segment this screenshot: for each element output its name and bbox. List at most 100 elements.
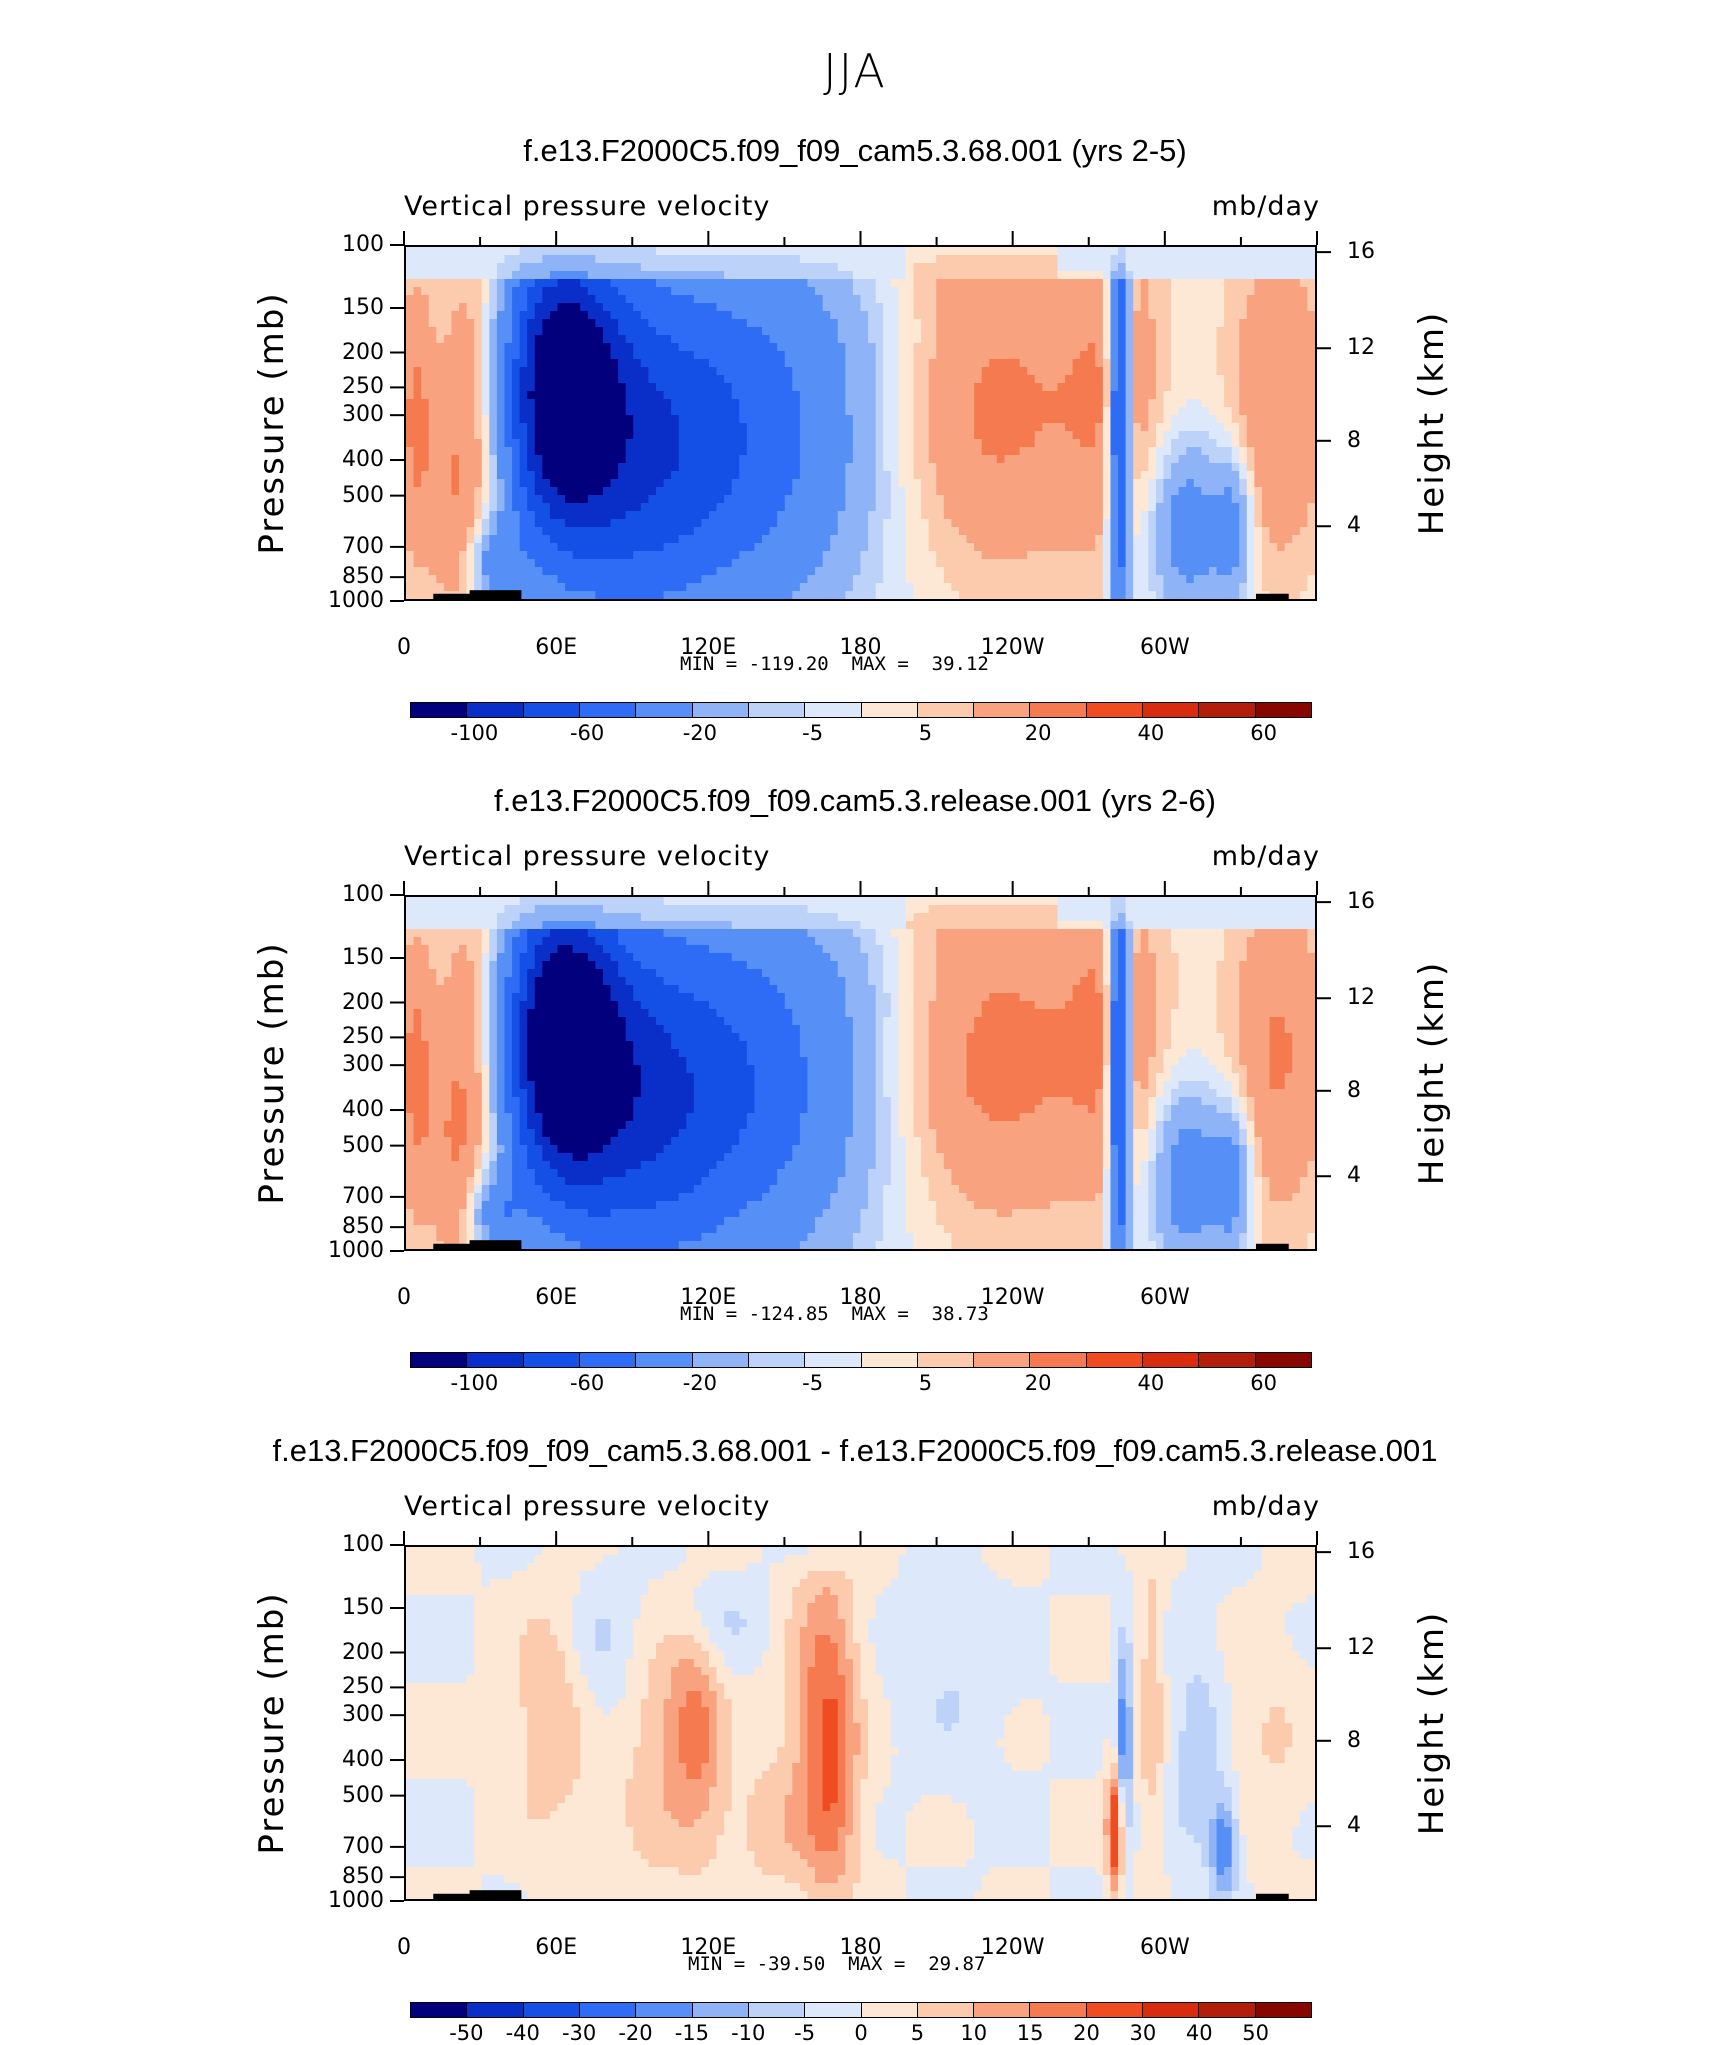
heatmap-cell [716, 559, 725, 568]
heatmap-cell [739, 374, 748, 384]
heatmap-cell [868, 311, 877, 320]
heatmap-cell [1118, 567, 1127, 576]
heatmap-cell [762, 575, 771, 584]
heatmap-cell [663, 335, 672, 344]
heatmap-cell [1042, 366, 1051, 376]
heatmap-cell [739, 366, 748, 376]
heatmap-cell [436, 567, 445, 576]
heatmap-cell [1216, 319, 1225, 328]
heatmap-cell [792, 415, 801, 424]
heatmap-cell [549, 254, 559, 264]
heatmap-cell [822, 518, 831, 528]
heatmap-cell [572, 430, 581, 440]
heatmap-cell [489, 342, 498, 352]
heatmap-cell [671, 374, 680, 384]
heatmap-cell [1080, 278, 1089, 288]
heatmap-cell [1201, 399, 1210, 408]
heatmap-cell [436, 391, 445, 400]
heatmap-cell [807, 567, 816, 576]
heatmap-cell [815, 278, 824, 288]
heatmap-cell [958, 335, 968, 344]
heatmap-cell [1118, 295, 1127, 304]
heatmap-cell [474, 423, 483, 432]
heatmap-cell [678, 503, 687, 512]
heatmap-cell [830, 278, 839, 288]
heatmap-cell [489, 366, 498, 376]
heatmap-cell [837, 262, 846, 272]
heatmap-cell [996, 254, 1006, 264]
heatmap-cell [890, 542, 899, 552]
heatmap-cell [595, 518, 604, 528]
heatmap-cell [534, 327, 543, 336]
heatmap-cell [716, 471, 725, 480]
heatmap-cell [1246, 438, 1255, 448]
heatmap-cell [1125, 534, 1134, 544]
heatmap-cell [769, 567, 778, 576]
heatmap-cell [716, 270, 725, 280]
heatmap-cell [451, 327, 460, 336]
heatmap-cell [466, 511, 475, 520]
heatmap-cell [913, 270, 922, 280]
heatmap-cell [1269, 391, 1278, 400]
heatmap-cell [565, 350, 574, 360]
heatmap-cell [1118, 430, 1127, 440]
heatmap-cell [1231, 399, 1240, 408]
heatmap-cell [746, 319, 756, 328]
heatmap-cell [1277, 399, 1286, 408]
heatmap-cell [769, 319, 778, 328]
heatmap-cell [1201, 350, 1210, 360]
heatmap-cell [845, 471, 854, 480]
heatmap-cell [1254, 479, 1263, 488]
heatmap-cell [1072, 438, 1081, 448]
heatmap-cell [890, 358, 899, 368]
heatmap-cell [640, 342, 650, 352]
heatmap-cell [708, 358, 718, 368]
heatmap-cell [958, 374, 968, 384]
heatmap-cell [943, 446, 952, 456]
heatmap-cell [1201, 511, 1210, 520]
heatmap-cell [1171, 254, 1180, 264]
heatmap-cell [928, 534, 937, 544]
heatmap-cell [724, 518, 733, 528]
heatmap-cell [807, 407, 816, 416]
heatmap-cell [542, 550, 551, 560]
heatmap-cell [784, 550, 793, 560]
heatmap-cell [595, 415, 604, 424]
heatmap-cell [572, 438, 581, 448]
heatmap-cell [1118, 526, 1127, 536]
heatmap-cell [1057, 254, 1066, 264]
heatmap-cell [1284, 415, 1293, 424]
heatmap-cell [1307, 303, 1315, 312]
heatmap-cell [413, 559, 422, 568]
heatmap-cell [459, 454, 468, 464]
heatmap-cell [1216, 383, 1225, 392]
heatmap-cell [1216, 471, 1225, 480]
heatmap-cell [1193, 374, 1202, 384]
heatmap-cell [966, 311, 975, 320]
heatmap-cell [815, 446, 824, 456]
heatmap-cell [905, 407, 915, 416]
heatmap-cell [913, 423, 922, 432]
heatmap-cell [1163, 295, 1172, 304]
heatmap-cell [406, 550, 415, 560]
heatmap-cell [618, 295, 627, 304]
heatmap-cell [921, 438, 930, 448]
heatmap-cell [686, 423, 695, 432]
heatmap-cell [1034, 518, 1043, 528]
heatmap-cell [822, 503, 831, 512]
heatmap-cell [1292, 471, 1301, 480]
heatmap-cell [807, 438, 816, 448]
heatmap-cell [648, 423, 657, 432]
heatmap-cell [943, 319, 952, 328]
heatmap-cell [557, 350, 566, 360]
heatmap-cell [686, 358, 695, 368]
heatmap-cell [701, 295, 710, 304]
heatmap-cell [1057, 550, 1066, 560]
heatmap-cell [716, 454, 725, 464]
heatmap-cell [436, 534, 445, 544]
heatmap-cell [989, 518, 998, 528]
heatmap-cell [981, 454, 990, 464]
heatmap-cell [815, 270, 824, 280]
heatmap-cell [602, 438, 612, 448]
heatmap-cell [1163, 430, 1172, 440]
